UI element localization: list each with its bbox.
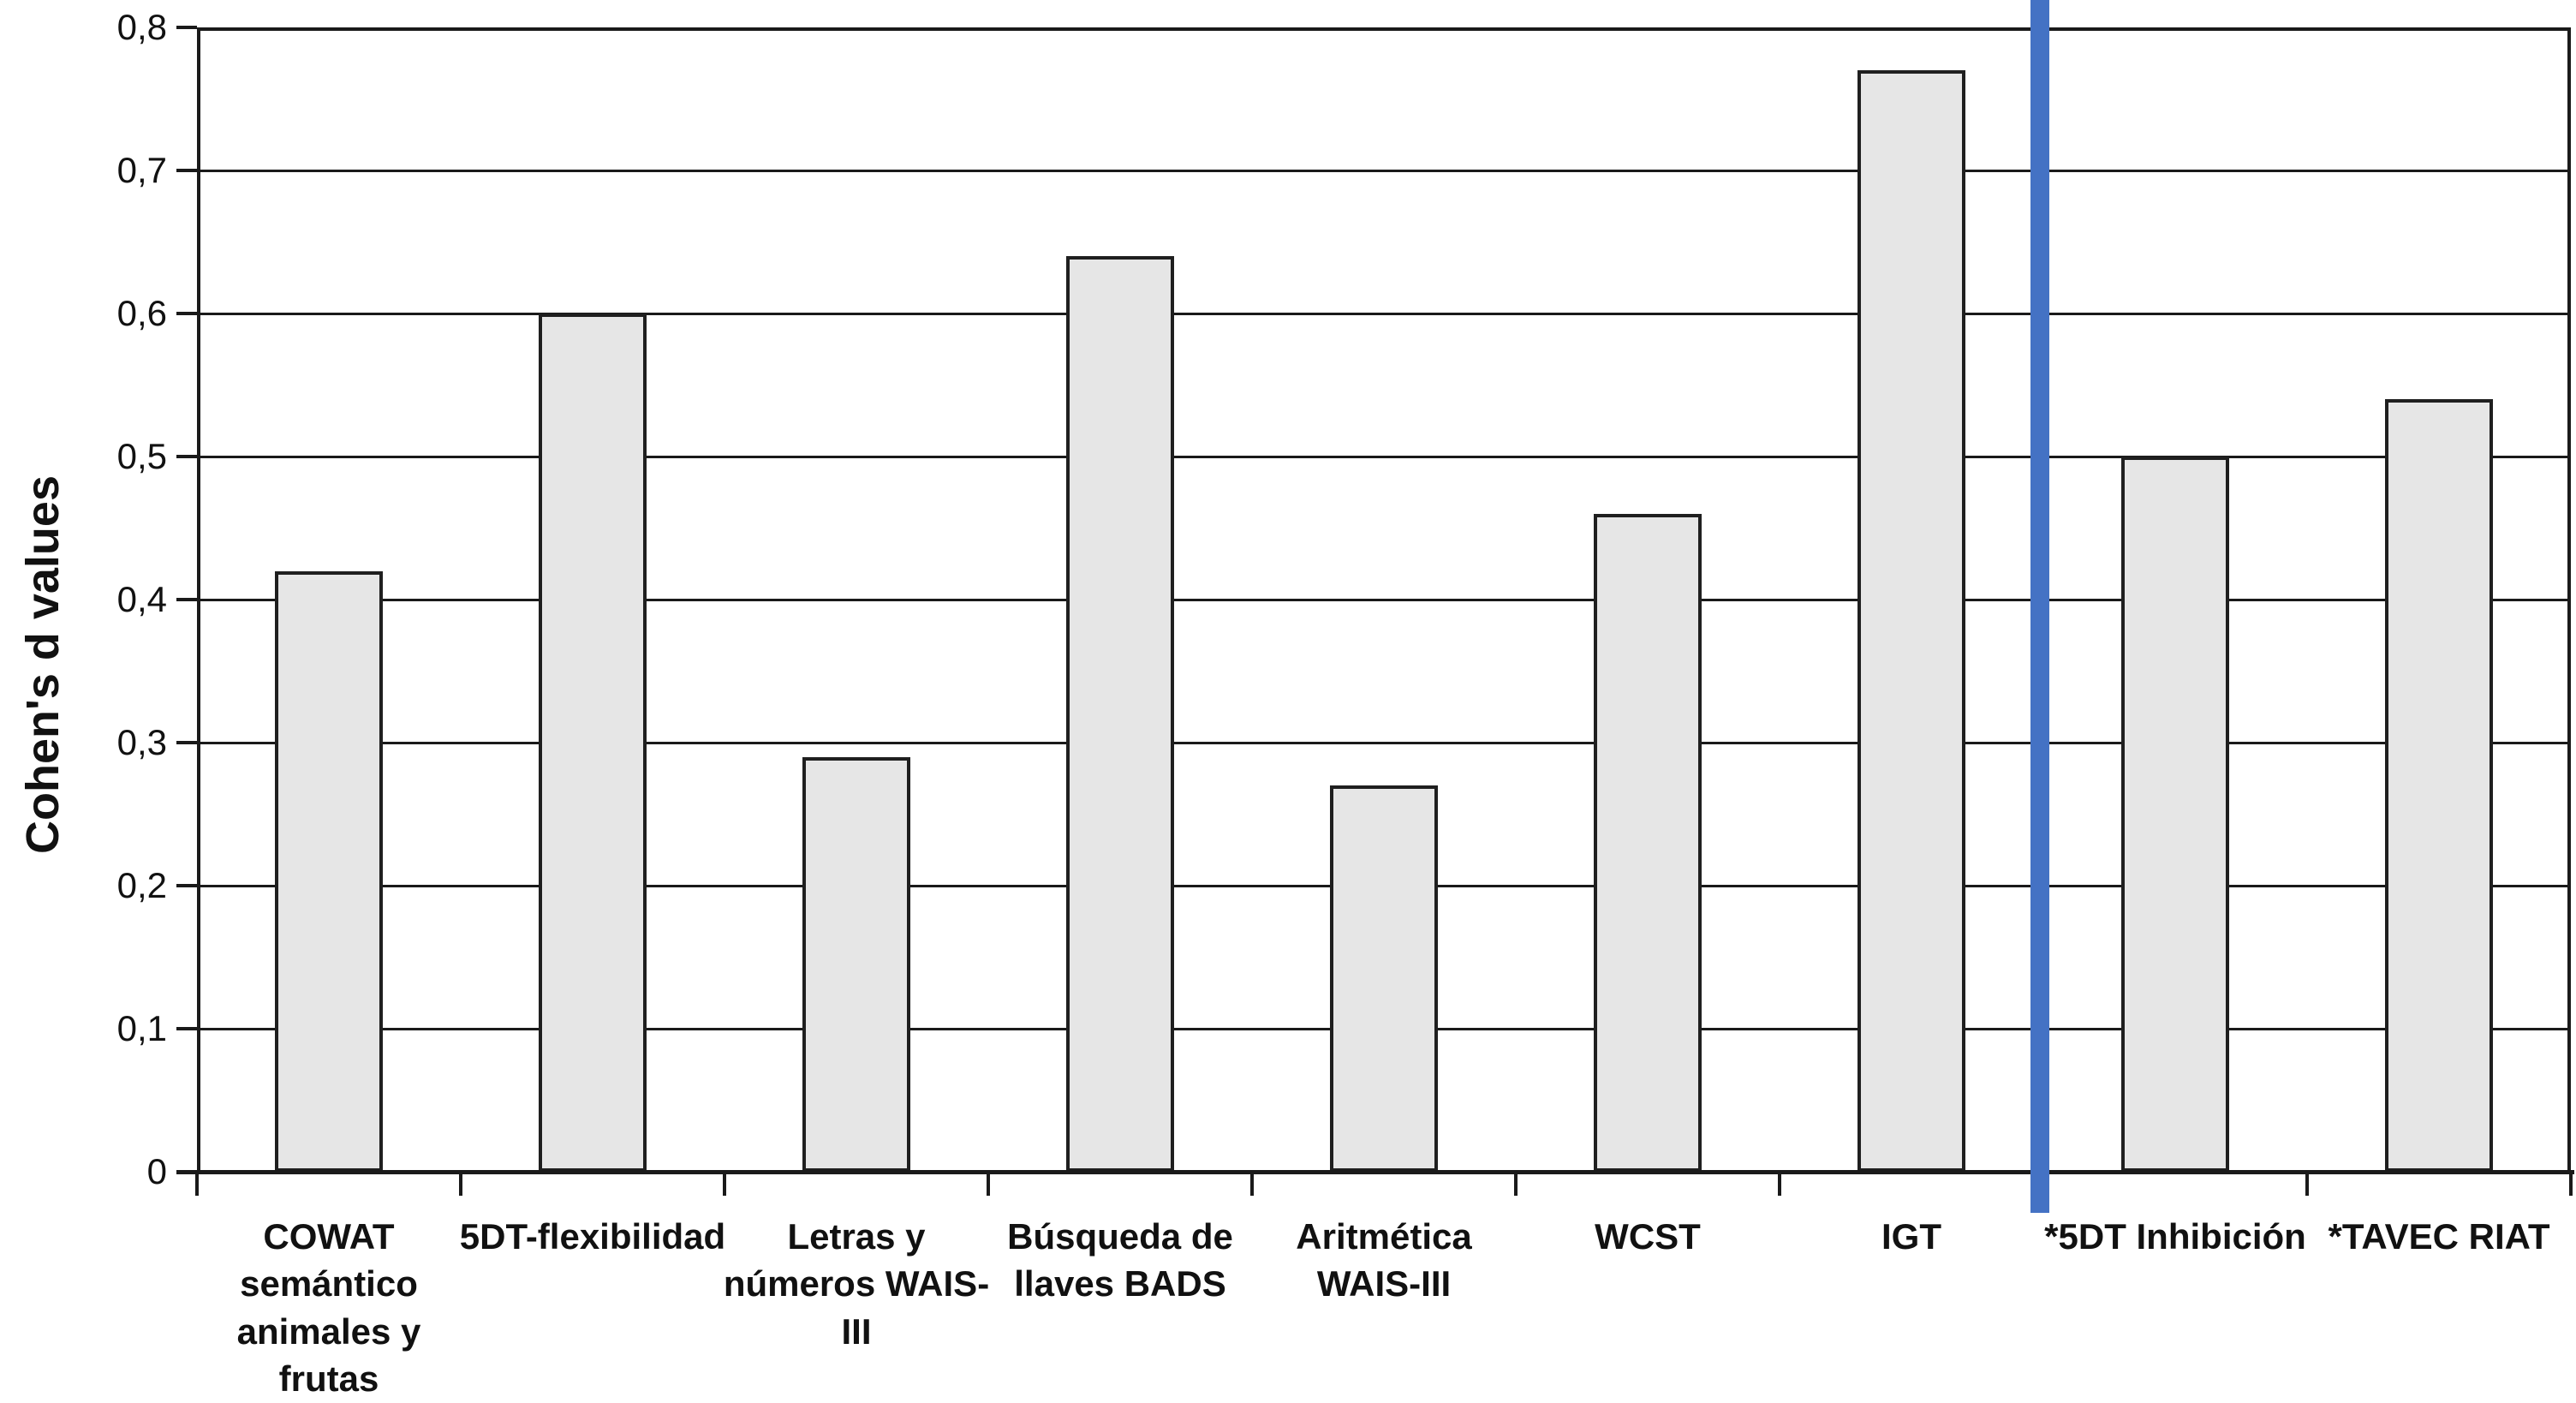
bar-5DT-flexibilidad [539, 313, 647, 1172]
gridline-0,6 [197, 313, 2571, 315]
y-axis-tick [176, 884, 197, 887]
x-axis-tick [723, 1172, 726, 1196]
bar-*TAVEC RIAT [2385, 399, 2493, 1172]
x-category-label: WCST [1595, 1216, 1701, 1257]
y-tick-label: 0,2 [116, 865, 167, 905]
gridline-0,7 [197, 170, 2571, 172]
x-axis-tick [2569, 1172, 2573, 1196]
y-axis-tick [176, 312, 197, 315]
bar-Letras y números WAIS-III [802, 757, 910, 1172]
y-axis-tick [176, 741, 197, 744]
y-tick-label: 0,8 [116, 7, 167, 47]
gridline-0,3 [197, 742, 2571, 744]
gridline-0,5 [197, 456, 2571, 458]
x-axis-tick [1514, 1172, 1518, 1196]
x-category-label: IGT [1881, 1216, 1941, 1257]
bar-WCST [1594, 514, 1702, 1172]
bar-COWAT semántico animales y frutas [275, 571, 383, 1172]
y-axis-tick [176, 169, 197, 172]
bar-*5DT Inhibición [2121, 457, 2229, 1172]
bar-Búsqueda de llaves BADS [1066, 256, 1174, 1172]
x-category-label: *TAVEC RIAT [2328, 1216, 2550, 1257]
x-axis-tick [2305, 1172, 2309, 1196]
y-tick-label: 0 [146, 1151, 167, 1191]
y-axis-tick [176, 26, 197, 29]
x-category-label: Búsqueda de llaves BADS [1007, 1216, 1233, 1304]
y-axis-tick [176, 598, 197, 601]
x-category-label: *5DT Inhibición [2044, 1216, 2306, 1257]
bar-IGT [1857, 70, 1965, 1172]
y-axis-tick [176, 455, 197, 458]
y-tick-label: 0,7 [116, 150, 167, 190]
x-axis-line [176, 1170, 2574, 1174]
y-tick-label: 0,1 [116, 1008, 167, 1048]
y-tick-label: 0,6 [116, 293, 167, 333]
y-axis-title: Cohen's d values [17, 475, 69, 854]
x-axis-tick [987, 1172, 990, 1196]
x-category-label: Letras y números WAIS- III [723, 1216, 990, 1352]
bar-Aritmética WAIS-III [1330, 785, 1438, 1172]
x-axis-tick [1250, 1172, 1254, 1196]
x-axis-tick [459, 1172, 462, 1196]
y-tick-label: 0,5 [116, 436, 167, 476]
x-category-label: 5DT-flexibilidad [459, 1216, 726, 1257]
gridline-0,4 [197, 599, 2571, 601]
y-tick-label: 0,3 [116, 722, 167, 762]
x-category-label: COWAT semántico animales y frutas [236, 1216, 421, 1400]
x-axis-tick [1778, 1172, 1781, 1196]
x-category-label: Aritmética WAIS-III [1296, 1216, 1472, 1304]
separator-line [2030, 0, 2049, 1213]
y-axis-tick [176, 1027, 197, 1030]
y-tick-label: 0,4 [116, 579, 167, 619]
x-axis-tick [195, 1172, 199, 1196]
